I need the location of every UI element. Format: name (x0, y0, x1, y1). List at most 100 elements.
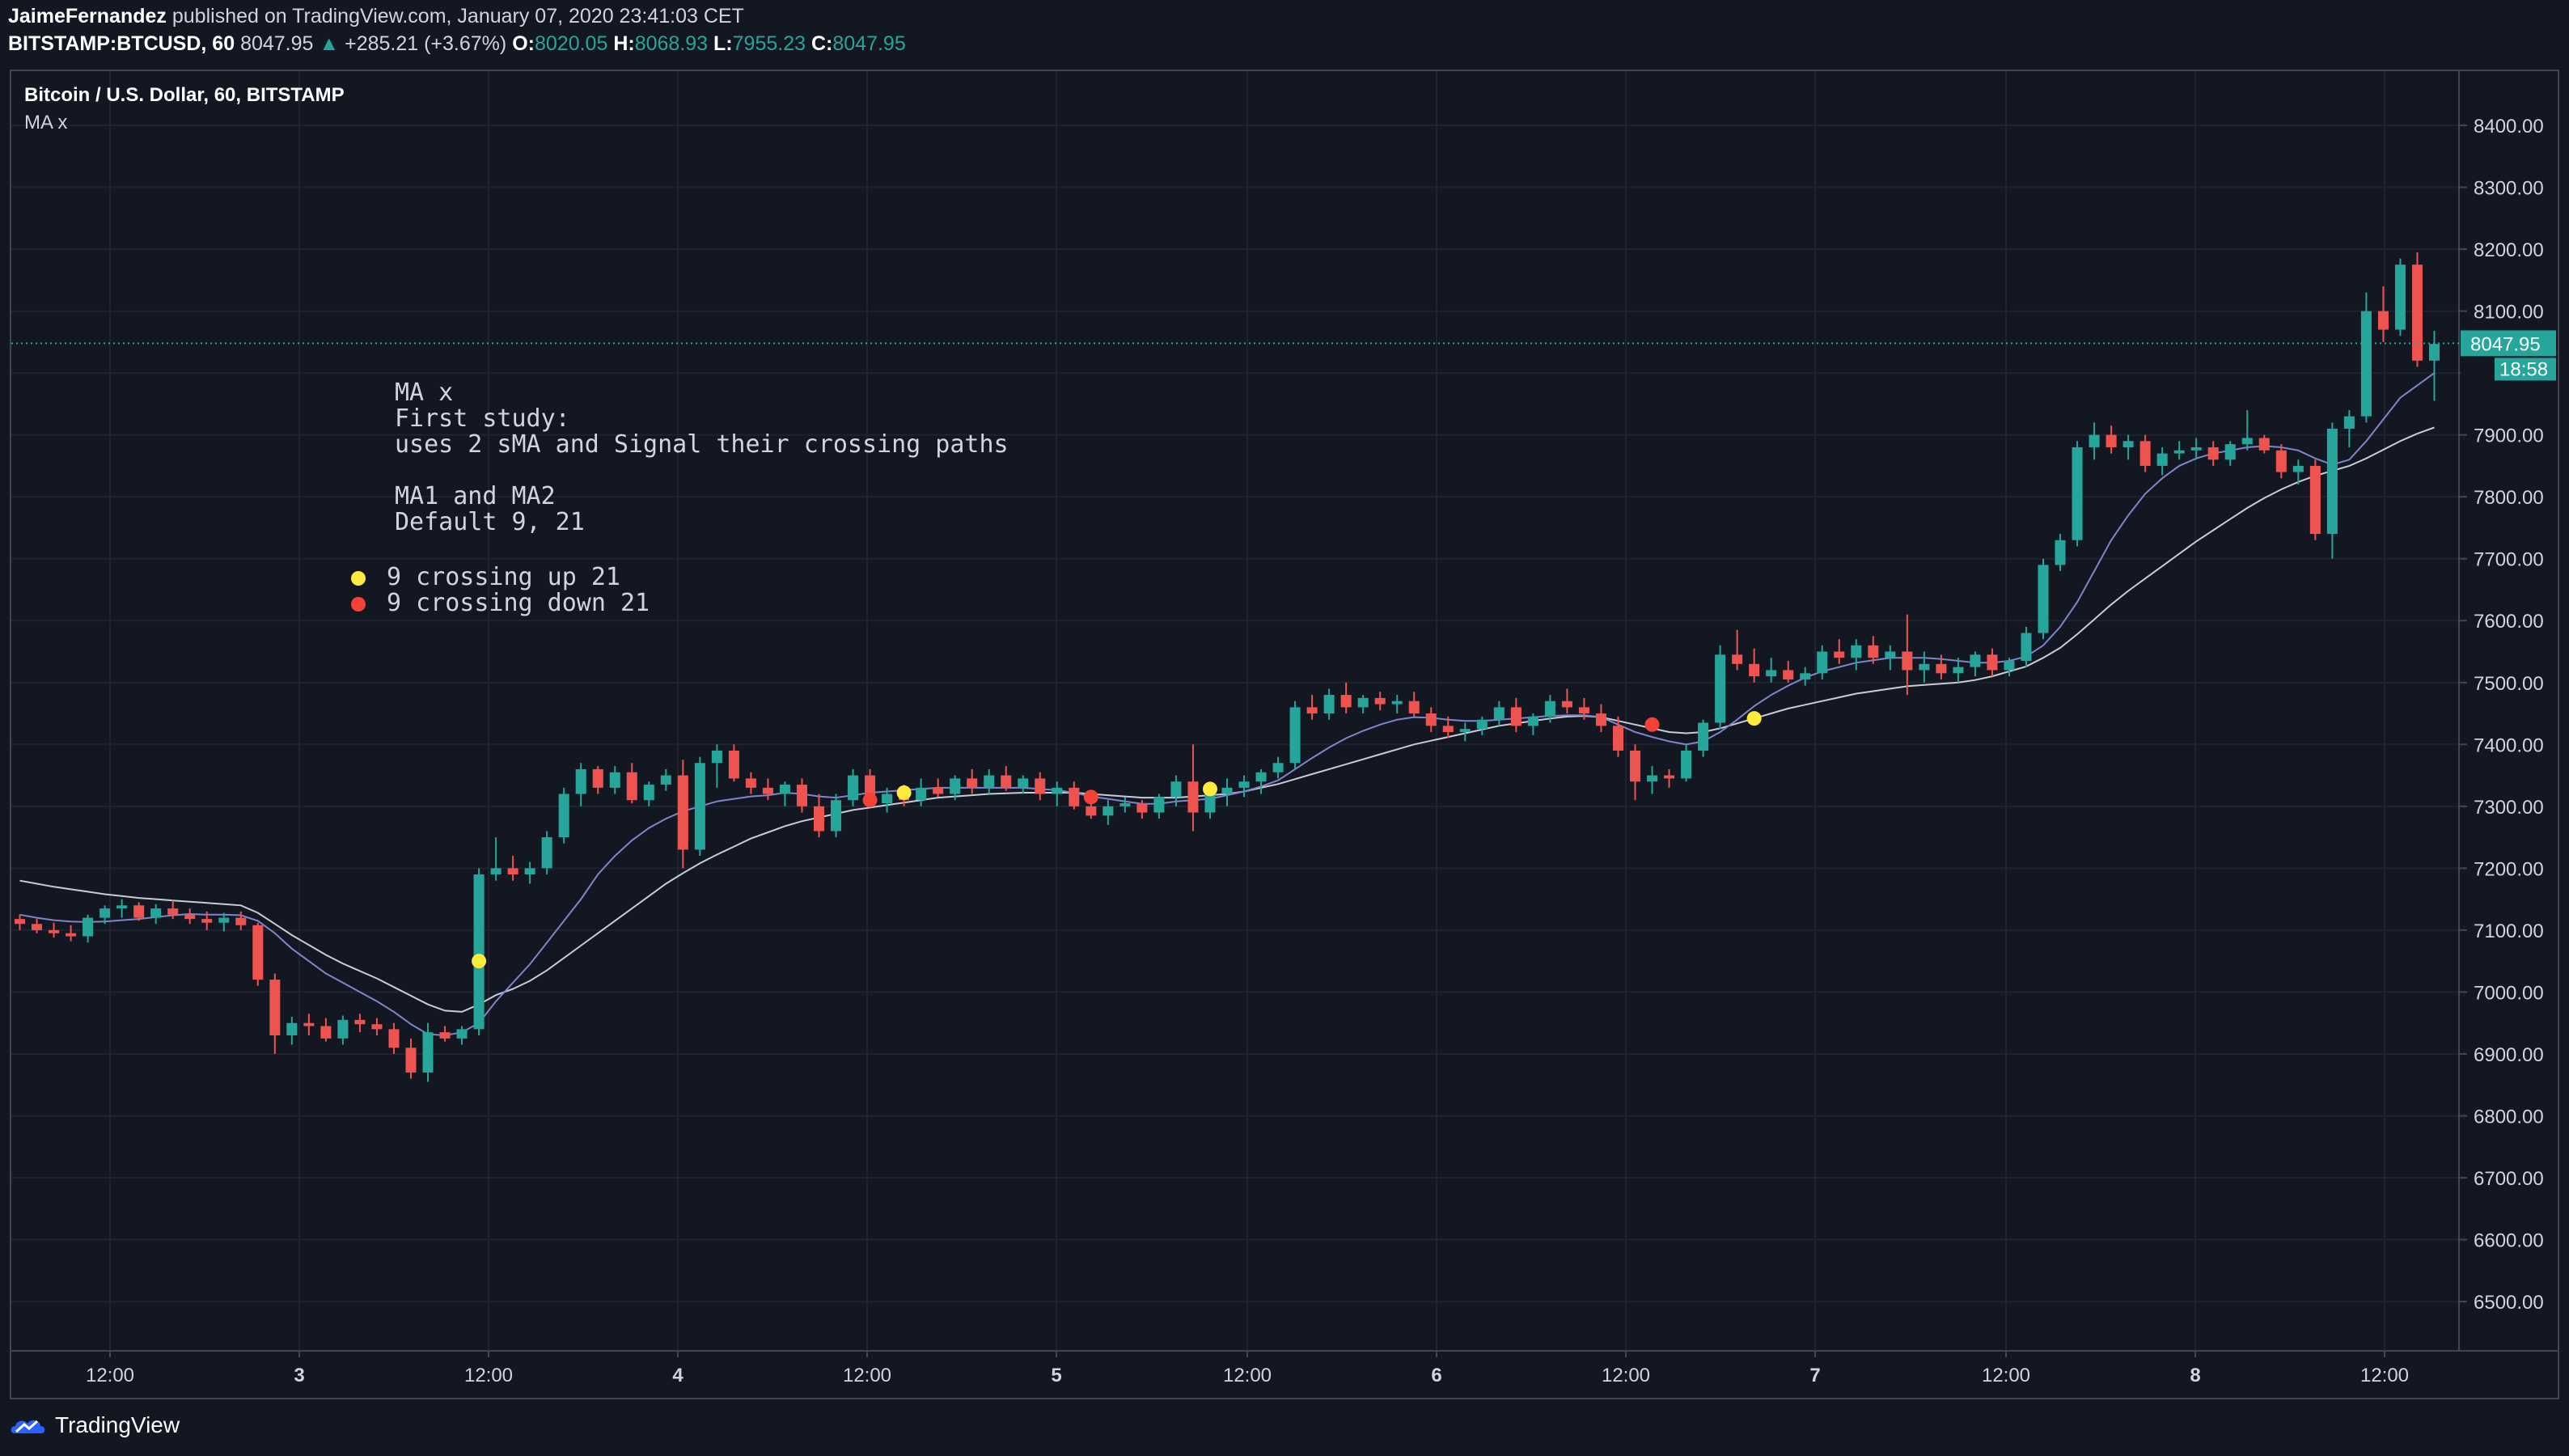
candle (626, 763, 637, 804)
candle-body (1357, 697, 1369, 708)
candle (643, 781, 654, 806)
time-axis: 12:00 3 12:00 4 12:00 5 12:00 6 12:00 7 12:00 8 12:0… (11, 1350, 2559, 1386)
candle-body (1493, 707, 1505, 720)
price-tick-label: 7100.00 (2474, 921, 2544, 942)
candle-body (1647, 775, 1658, 782)
candle (320, 1018, 332, 1042)
candle-body (592, 768, 603, 788)
candle (507, 856, 518, 881)
cross-up-marker (1202, 781, 1217, 797)
candle-body (1766, 670, 1777, 677)
chart-legend-title[interactable]: Bitcoin / U.S. Dollar, 60, BITSTAMP (24, 84, 345, 106)
time-tick-label: 7 (1809, 1365, 1820, 1386)
study-legend[interactable]: MA x (24, 112, 68, 133)
tradingview-logo[interactable]: TradingView (8, 1412, 180, 1438)
candle (2122, 434, 2134, 460)
candle-body (1936, 663, 1947, 674)
crossover-markers (472, 711, 1762, 969)
candle-body (371, 1024, 383, 1030)
candle-body (1238, 781, 1250, 788)
price-tick-label: 8200.00 (2474, 239, 2544, 261)
candle-body (1306, 707, 1318, 714)
candle (371, 1018, 383, 1035)
candle (1851, 639, 1862, 671)
candle-body (1987, 654, 1998, 671)
candle (184, 908, 196, 925)
author-name[interactable]: JaimeFernandez (8, 5, 167, 28)
time-tick-label: 12:00 (843, 1365, 891, 1386)
close-value: 8047.95 (832, 32, 906, 55)
time-tick-label: 6 (1431, 1365, 1441, 1386)
candle-body (2428, 344, 2440, 361)
candle-body (439, 1032, 451, 1039)
candle-body (2258, 438, 2270, 451)
candle (1544, 695, 1555, 723)
candle (592, 766, 603, 794)
candle (1459, 722, 1471, 742)
candle-body (1442, 726, 1454, 732)
price-tick-label: 6700.00 (2474, 1168, 2544, 1190)
candle (1868, 636, 1879, 664)
time-tick-label: 12:00 (1982, 1365, 2030, 1386)
candle (1408, 692, 1420, 717)
candle (882, 787, 893, 813)
candle (813, 794, 825, 838)
cross-down-marker (1644, 717, 1660, 732)
candle-body (1289, 707, 1301, 764)
candle (116, 899, 128, 918)
candle-body (1153, 797, 1165, 813)
candle (337, 1015, 349, 1045)
candle-body (1476, 719, 1488, 730)
candle (66, 925, 77, 942)
candle-body (1408, 700, 1420, 714)
candle (235, 911, 247, 930)
chart-grid (11, 71, 2459, 1351)
candle-body (1510, 707, 1522, 726)
candle (609, 766, 620, 794)
candle-body (950, 778, 961, 794)
candle-body (507, 868, 518, 875)
time-tick-label: 12:00 (1602, 1365, 1650, 1386)
candle (2309, 459, 2321, 540)
candle (456, 1026, 468, 1045)
candle-body (99, 908, 111, 918)
candle (1698, 719, 1709, 757)
candle (1018, 775, 1029, 794)
candle-body (609, 772, 620, 788)
candle (201, 911, 213, 930)
candle-body (1459, 729, 1471, 732)
publish-text: published on TradingView.com, January 07… (171, 5, 744, 28)
candle-body (711, 750, 722, 764)
candle (1306, 695, 1318, 720)
time-tick-label: 5 (1051, 1365, 1061, 1386)
candle-body (2190, 447, 2202, 451)
legend-cross-down: 9 crossing down 21 (351, 589, 650, 617)
cross-up-marker (896, 785, 912, 800)
candle-body (1595, 713, 1606, 726)
candle-body (2173, 450, 2185, 454)
price-tick-label: 7000.00 (2474, 982, 2544, 1004)
candle (2394, 258, 2406, 336)
candle-body (1902, 651, 1913, 671)
candle-body (916, 787, 927, 801)
cross-up-marker (1746, 711, 1762, 726)
candle-body (1187, 781, 1199, 813)
candle (916, 778, 927, 806)
candle-body (1749, 663, 1760, 677)
candle (694, 756, 705, 857)
candle-body (813, 806, 825, 832)
candle-body (1783, 670, 1794, 679)
candle-body (1681, 750, 1692, 779)
candle-body (2038, 565, 2049, 633)
candle-body (1340, 695, 1352, 708)
candle (950, 775, 961, 801)
price-tick-label: 6900.00 (2474, 1044, 2544, 1066)
candle (1272, 756, 1284, 779)
candle-body (218, 917, 230, 923)
candle (967, 768, 978, 794)
candle (167, 900, 179, 920)
candle (1119, 797, 1131, 813)
candle-body (1103, 806, 1114, 816)
candle (1902, 614, 1913, 696)
